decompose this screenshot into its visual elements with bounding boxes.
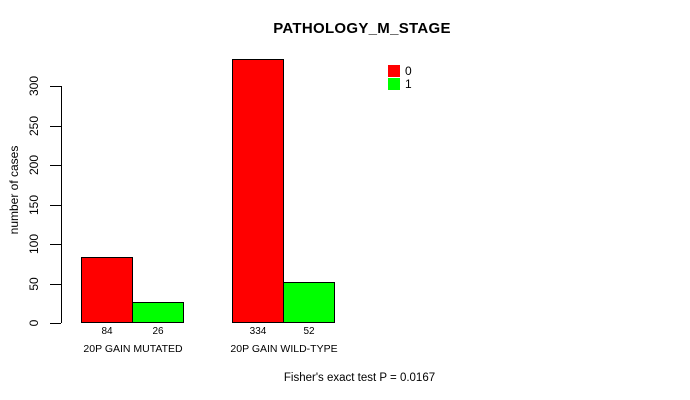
y-axis-tick-label: 200 (27, 154, 41, 176)
legend-swatch-icon (388, 78, 400, 90)
y-axis-tick (50, 205, 61, 206)
bar-value-label: 26 (152, 326, 164, 337)
y-axis-tick-label: 50 (27, 277, 41, 291)
y-axis-line (61, 86, 62, 323)
bar-value-label: 334 (249, 326, 267, 337)
y-axis-tick-label: 0 (27, 319, 41, 327)
bar-20p-gain-wild-type-series-0 (232, 59, 284, 323)
x-category-label: 20P GAIN MUTATED (83, 343, 183, 355)
y-axis-tick-label: 300 (27, 75, 41, 97)
y-axis-tick (50, 323, 61, 324)
y-axis-tick-label: 150 (27, 194, 41, 216)
fisher-test-annotation: Fisher's exact test P = 0.0167 (283, 372, 436, 384)
legend-swatch-icon (388, 65, 400, 77)
bar-20p-gain-mutated-series-1 (132, 302, 184, 323)
bar-value-label: 52 (303, 326, 315, 337)
chart-title: PATHOLOGY_M_STAGE (273, 20, 451, 37)
legend-label: 1 (405, 77, 412, 91)
y-axis-tick (50, 284, 61, 285)
bar-20p-gain-mutated-series-0 (81, 257, 133, 323)
y-axis-tick (50, 126, 61, 127)
bar-value-label: 84 (101, 326, 113, 337)
y-axis-label: number of cases (7, 145, 21, 235)
x-category-label: 20P GAIN WILD-TYPE (230, 343, 338, 355)
bar-20p-gain-wild-type-series-1 (283, 282, 335, 323)
y-axis-tick-label: 100 (27, 233, 41, 255)
y-axis-tick (50, 165, 61, 166)
legend-row-1: 1 (388, 78, 412, 90)
y-axis-tick (50, 86, 61, 87)
y-axis-tick (50, 244, 61, 245)
legend-label: 0 (405, 64, 412, 78)
y-axis-tick-label: 250 (27, 115, 41, 137)
legend-row-0: 0 (388, 65, 412, 77)
